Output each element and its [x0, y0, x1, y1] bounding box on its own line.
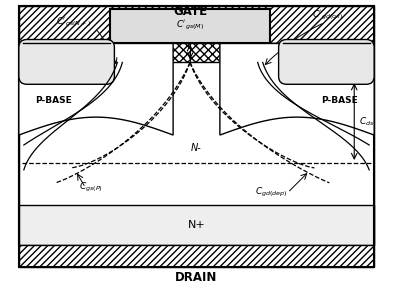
Text: $C'_{gs(N+)}$: $C'_{gs(N+)}$	[56, 16, 91, 29]
Text: N+: N+	[318, 57, 334, 67]
FancyBboxPatch shape	[279, 40, 374, 84]
Bar	[19, 43, 374, 244]
Text: $C'_{gd(ox)}$: $C'_{gd(ox)}$	[312, 9, 343, 22]
Bar	[282, 43, 371, 58]
Text: N+: N+	[187, 220, 206, 230]
Bar	[19, 6, 374, 244]
Bar	[22, 43, 111, 58]
FancyBboxPatch shape	[19, 40, 114, 84]
Bar	[19, 6, 374, 43]
Bar	[19, 244, 374, 267]
Text: SOURCE: SOURCE	[331, 42, 375, 52]
Text: GATE: GATE	[173, 5, 207, 18]
Bar	[19, 205, 374, 244]
Text: P-BASE: P-BASE	[321, 96, 358, 105]
Polygon shape	[220, 43, 374, 135]
Text: N-: N-	[191, 143, 202, 153]
Polygon shape	[19, 43, 173, 135]
Text: P-BASE: P-BASE	[35, 96, 72, 105]
Text: $C_{ds}$: $C_{ds}$	[359, 115, 375, 128]
Text: $C_{gs(P)}$: $C_{gs(P)}$	[79, 181, 103, 194]
Text: $C'_{gs(M)}$: $C'_{gs(M)}$	[176, 19, 204, 32]
Text: N+: N+	[59, 57, 75, 67]
Text: DRAIN: DRAIN	[175, 271, 218, 284]
Bar	[110, 9, 270, 43]
Bar	[122, 43, 258, 62]
Text: $C_{gd(dep)}$: $C_{gd(dep)}$	[255, 186, 288, 199]
